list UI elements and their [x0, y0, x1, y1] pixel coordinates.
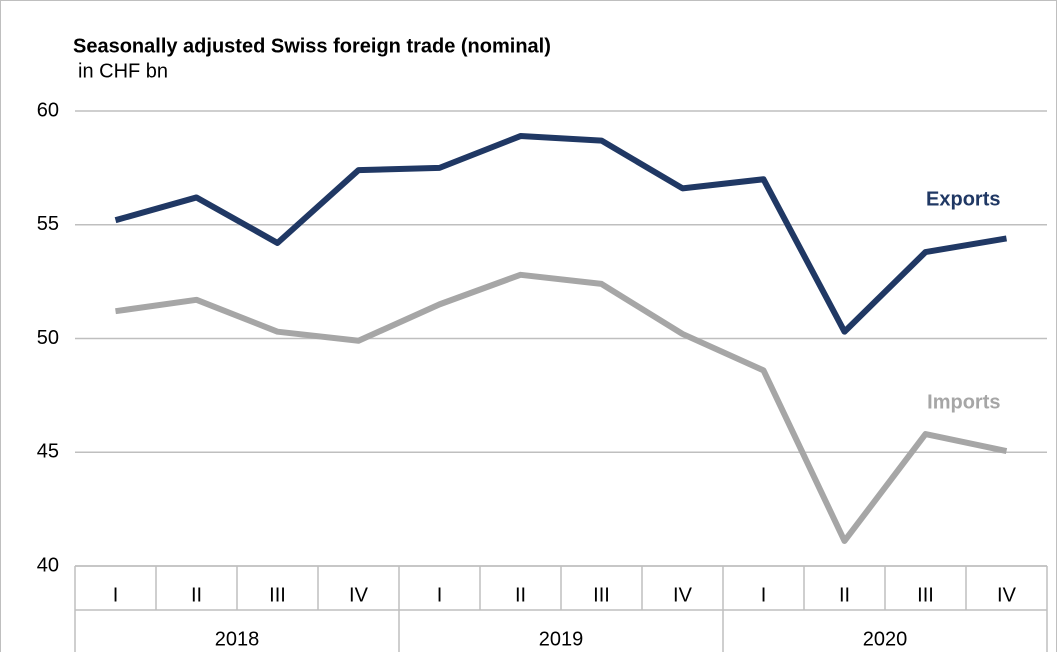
chart-subtitle: in CHF bn	[78, 60, 168, 82]
y-tick-label: 45	[37, 441, 59, 463]
x-group-label: 2020	[863, 628, 908, 650]
chart-title: Seasonally adjusted Swiss foreign trade …	[73, 35, 551, 57]
series-label: Exports	[926, 189, 1000, 211]
x-tick-label: I	[761, 584, 767, 606]
x-tick-label: III	[917, 584, 934, 606]
x-tick-label: I	[437, 584, 443, 606]
y-tick-label: 55	[37, 213, 59, 235]
x-tick-label: IV	[673, 584, 693, 606]
series-label: Imports	[927, 391, 1000, 413]
series-line	[115, 271, 1008, 544]
y-tick-label: 60	[37, 99, 59, 121]
x-tick-label: II	[191, 584, 202, 606]
y-tick-label: 50	[37, 327, 59, 349]
x-tick-label: III	[269, 584, 286, 606]
x-tick-label: II	[515, 584, 526, 606]
x-tick-label: IV	[997, 584, 1017, 606]
x-tick-label: IV	[349, 584, 369, 606]
y-tick-label: 40	[37, 554, 59, 576]
series-line	[114, 133, 1007, 335]
x-tick-label: II	[839, 584, 850, 606]
x-tick-label: I	[113, 584, 119, 606]
x-group-label: 2018	[215, 628, 260, 650]
x-tick-label: III	[593, 584, 610, 606]
x-group-label: 2019	[539, 628, 584, 650]
